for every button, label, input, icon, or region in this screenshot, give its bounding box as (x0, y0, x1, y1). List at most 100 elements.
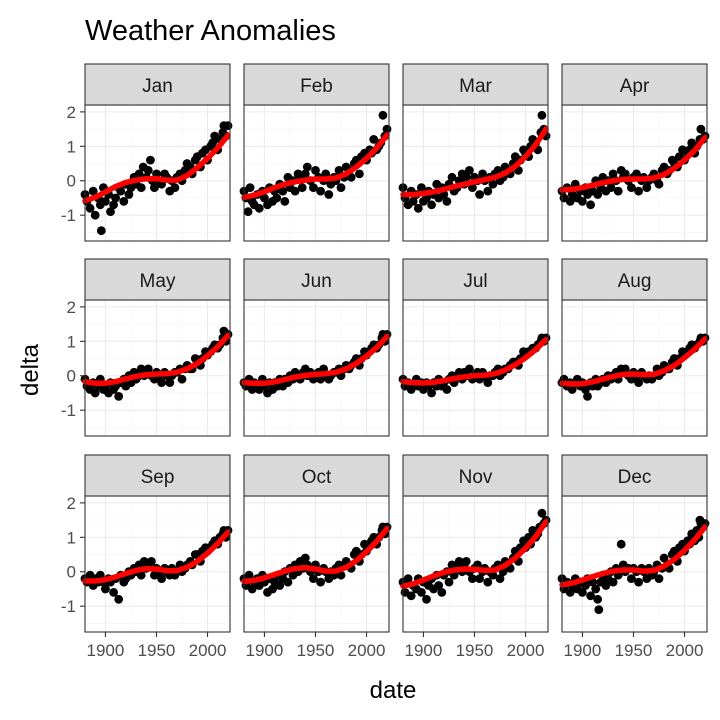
data-point (170, 183, 180, 193)
data-point (96, 226, 106, 236)
y-tick-label: 0 (67, 172, 76, 191)
y-tick-label: -1 (61, 597, 76, 616)
data-point (591, 584, 601, 594)
data-point (620, 364, 630, 374)
y-tick-label: 0 (67, 563, 76, 582)
strip-jun (243, 258, 390, 301)
y-tick-label: 2 (67, 298, 76, 317)
smooth-line-jan (82, 132, 231, 204)
data-point (244, 570, 254, 580)
data-point (177, 374, 187, 384)
data-point (627, 574, 636, 583)
data-point (157, 574, 167, 583)
x-axis-title: date (370, 677, 417, 704)
data-point (90, 388, 100, 398)
data-point (696, 124, 706, 134)
panel-background (562, 300, 707, 436)
data-point (537, 508, 547, 518)
data-point (442, 197, 452, 206)
data-point (578, 588, 587, 597)
data-point (483, 577, 493, 587)
facet-panel-dec: Dec 1900 1950 2000 (557, 454, 710, 660)
data-point (465, 166, 474, 175)
x-tick-label: 1900 (405, 641, 443, 660)
data-point (654, 179, 664, 189)
smooth-line-aug (559, 336, 708, 387)
data-point (309, 574, 318, 583)
data-point (606, 183, 616, 193)
data-point (413, 203, 423, 213)
smooth-line-dec (559, 524, 708, 588)
data-point (297, 183, 307, 193)
strip-mar (402, 63, 549, 106)
data-point (147, 557, 156, 566)
data-point (594, 605, 604, 614)
strip-jan (84, 63, 231, 106)
data-point (478, 169, 487, 179)
x-tick-label: 1950 (456, 641, 494, 660)
strip-label-sep: Sep (141, 467, 175, 488)
data-point (243, 207, 253, 217)
data-point (119, 197, 129, 206)
data-point (634, 186, 643, 196)
data-point (475, 190, 484, 199)
data-point (101, 584, 110, 594)
strip-may (84, 258, 231, 301)
data-point (488, 179, 498, 189)
data-point (109, 588, 118, 597)
facet-panel-jun: Jun (239, 258, 392, 437)
smooth-line-jun (241, 333, 390, 387)
y-tick-label: 2 (67, 103, 76, 122)
strip-label-mar: Mar (459, 76, 492, 97)
data-point (136, 183, 146, 193)
data-point (620, 169, 630, 179)
data-point (406, 591, 416, 601)
strip-label-apr: Apr (620, 76, 650, 97)
strip-label-dec: Dec (618, 467, 652, 488)
data-point (565, 197, 575, 206)
y-tick-label: 2 (67, 494, 76, 513)
x-tick-label: 1900 (87, 641, 125, 660)
data-point (468, 574, 477, 583)
data-point (280, 197, 290, 206)
data-point (223, 121, 233, 131)
data-point (85, 203, 95, 213)
data-point (632, 169, 641, 179)
smooth-line-nov (400, 519, 549, 589)
strip-label-oct: Oct (302, 467, 332, 488)
data-point (245, 183, 255, 193)
data-point (283, 577, 293, 587)
strip-label-jun: Jun (301, 271, 332, 292)
data-point (586, 591, 595, 601)
data-point (475, 574, 484, 583)
facet-panel-jul: Jul (398, 258, 551, 437)
data-point (601, 581, 611, 590)
data-point (260, 193, 269, 203)
data-point (146, 155, 155, 165)
panel-background (562, 496, 707, 632)
y-tick-label: 1 (67, 528, 76, 547)
facet-panel-mar: Mar (398, 63, 551, 242)
strip-oct (243, 454, 390, 497)
data-point (336, 183, 346, 193)
data-point (495, 574, 505, 583)
strip-feb (243, 63, 390, 106)
data-point (634, 577, 643, 587)
data-point (654, 574, 664, 583)
y-axis-title: delta (17, 343, 44, 396)
smooth-line-feb (241, 132, 390, 201)
data-point (642, 183, 652, 193)
data-point (268, 584, 277, 594)
data-point (165, 378, 175, 387)
data-point (90, 210, 100, 220)
data-point (254, 203, 264, 213)
data-point (272, 193, 282, 203)
data-point (427, 388, 436, 398)
x-tick-label: 1950 (297, 641, 335, 660)
x-tick-label: 1900 (246, 641, 284, 660)
data-point (88, 186, 98, 196)
data-point (422, 594, 431, 604)
x-tick-label: 1900 (564, 641, 602, 660)
strip-label-nov: Nov (459, 467, 493, 488)
data-point (583, 392, 592, 401)
